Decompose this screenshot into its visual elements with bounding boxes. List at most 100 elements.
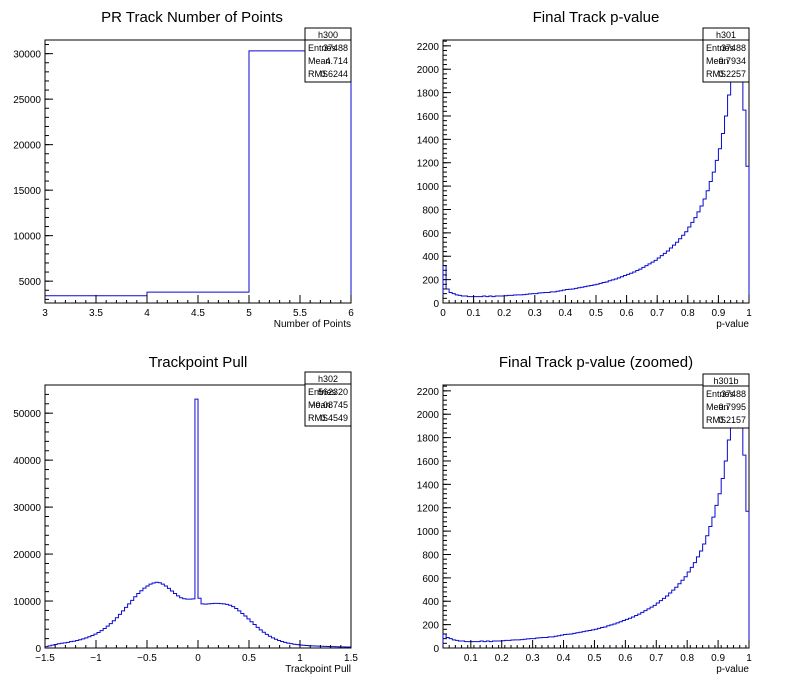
stats-histogram-name: h302 [318, 374, 338, 384]
y-tick-label: 1800 [417, 434, 440, 445]
stats-row-label: Entries [308, 43, 337, 53]
histogram-bin [219, 604, 222, 648]
histogram-bin [167, 588, 170, 648]
x-tick-label: −0.5 [137, 653, 157, 664]
y-tick-label: 1800 [417, 89, 440, 100]
y-tick-label: 400 [422, 252, 439, 263]
x-tick-label: 0.5 [588, 653, 602, 664]
histogram-bin [164, 586, 167, 648]
histogram-bin [709, 181, 712, 303]
histogram-bin [715, 505, 718, 648]
histogram-bin [118, 614, 121, 648]
y-tick-label: 2200 [417, 42, 440, 53]
histogram-bin [724, 461, 727, 648]
stats-row-label: Entries [308, 387, 337, 397]
y-tick-label: 25000 [13, 95, 41, 106]
histogram-bin [180, 598, 183, 648]
histogram-bin [647, 609, 650, 648]
x-tick-label: −1 [90, 653, 102, 664]
histogram-panel-trackpoint-pull: Trackpoint Pull −1.5 −1 −0.5 0 0.5 1 1.5 0 10000 2… [13, 354, 358, 675]
histogram-bin [235, 609, 238, 648]
histogram-bin [703, 199, 706, 303]
x-tick-label: 0.6 [618, 653, 632, 664]
histogram-bin [669, 248, 672, 303]
histogram-bin [128, 604, 131, 648]
y-tick-label: 1200 [417, 504, 440, 515]
histogram-bin [607, 626, 610, 648]
y-tick-label: 0 [35, 644, 41, 655]
stats-histogram-name: h300 [318, 30, 338, 40]
stats-row-label: Mean [308, 400, 331, 410]
stats-row-label: RMS [308, 69, 328, 79]
y-tick-label: 2000 [417, 410, 440, 421]
histogram-bin [94, 634, 97, 648]
y-tick-label: 20000 [13, 141, 41, 152]
histogram-bin [619, 622, 622, 648]
histogram-bin [691, 222, 694, 303]
histogram-bin [688, 227, 691, 303]
histogram-bin [684, 577, 687, 648]
x-tick-label: 0.2 [495, 653, 509, 664]
y-tick-label: 1400 [417, 135, 440, 146]
x-tick-label: 0.1 [464, 653, 478, 664]
histogram-bin [700, 551, 703, 648]
histogram-bin [666, 251, 669, 303]
histogram-bin [635, 616, 638, 648]
histogram-bin [663, 253, 666, 303]
stats-histogram-name: h301 [716, 30, 736, 40]
y-tick-label: 20000 [13, 550, 41, 561]
histogram-bin [210, 604, 213, 648]
histogram-bin [244, 616, 247, 648]
histogram-bin [97, 633, 100, 648]
stats-row-value: 37488 [323, 43, 348, 53]
histogram-bin [106, 626, 109, 648]
stats-row-label: RMS [308, 413, 328, 423]
y-tick-label: 50000 [13, 409, 41, 420]
histogram-bin [100, 631, 103, 648]
y-tick-label: 10000 [13, 597, 41, 608]
histogram-bin [177, 596, 180, 648]
histogram-bin [88, 637, 91, 648]
histogram-bin [250, 622, 253, 648]
histogram-bin [693, 563, 696, 648]
histogram-bin [725, 116, 728, 303]
stats-row-value: 0.6244 [320, 69, 348, 79]
histogram-bin [731, 74, 734, 303]
histogram-bin [638, 614, 641, 648]
histogram-bin [229, 605, 232, 648]
histogram-bin [679, 239, 682, 303]
y-tick-label: 1000 [417, 527, 440, 538]
chart-title: PR Track Number of Points [101, 9, 283, 26]
histogram-bin [633, 272, 636, 303]
histogram-bin [672, 590, 675, 648]
x-tick-label: 0.3 [526, 653, 540, 664]
histogram-panel-pr-track-number-of-points: PR Track Number of Points 3 3.5 4 4.5 5 5.5 6 50… [13, 9, 354, 330]
stats-row-value: 0.4549 [320, 413, 348, 423]
histogram-bin [604, 627, 607, 648]
histogram-bin [253, 625, 256, 648]
x-tick-label: 0.1 [467, 308, 481, 319]
stats-box-frame [304, 27, 352, 83]
x-tick-label: 0.3 [528, 308, 542, 319]
histogram-bin [201, 604, 204, 648]
histogram-bin [620, 277, 623, 303]
histogram-bin [706, 536, 709, 648]
stats-box-frame [702, 373, 750, 429]
histogram-bin [703, 544, 706, 648]
histogram-bin [256, 627, 259, 648]
histogram-bin [636, 271, 639, 303]
histogram-bin [632, 617, 635, 648]
y-tick-label: 1600 [417, 112, 440, 123]
histogram-bin [642, 267, 645, 303]
x-tick-label: 1 [746, 308, 752, 319]
histogram-bin [174, 594, 177, 648]
stats-row-value: 0.2157 [718, 415, 746, 425]
histogram-bin [662, 598, 665, 648]
histogram-bin [170, 591, 173, 648]
x-tick-label: 1 [746, 653, 752, 664]
histogram-bin [232, 607, 235, 648]
stats-row-label: RMS [706, 69, 726, 79]
y-tick-label: 800 [422, 205, 439, 216]
